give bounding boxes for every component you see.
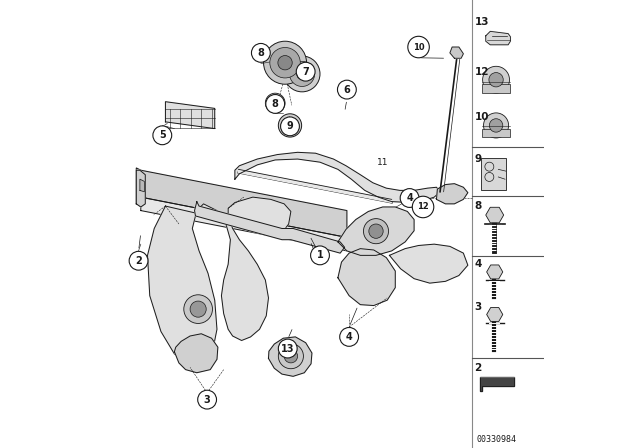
Circle shape (412, 196, 434, 218)
Polygon shape (389, 244, 468, 283)
Text: 4: 4 (475, 259, 482, 269)
Polygon shape (136, 168, 141, 204)
Circle shape (252, 43, 270, 62)
Text: 9: 9 (475, 154, 482, 164)
Circle shape (184, 295, 212, 323)
Circle shape (284, 119, 297, 132)
Circle shape (340, 327, 358, 346)
Text: 3: 3 (475, 302, 482, 312)
Circle shape (284, 349, 298, 363)
Polygon shape (235, 152, 440, 202)
FancyBboxPatch shape (482, 129, 510, 137)
Circle shape (278, 56, 292, 70)
Text: 3: 3 (204, 395, 211, 405)
Polygon shape (239, 169, 392, 202)
Text: 10: 10 (413, 43, 424, 52)
Text: 10: 10 (475, 112, 489, 122)
Circle shape (190, 301, 206, 317)
Circle shape (266, 93, 285, 113)
Polygon shape (195, 202, 345, 253)
Circle shape (490, 119, 503, 132)
Circle shape (484, 113, 509, 138)
Text: 4: 4 (406, 193, 413, 203)
Polygon shape (481, 377, 513, 391)
Polygon shape (338, 207, 414, 255)
Circle shape (153, 126, 172, 145)
Circle shape (266, 95, 285, 113)
Text: 11: 11 (378, 158, 389, 167)
Circle shape (129, 251, 148, 270)
Text: 7: 7 (302, 67, 309, 77)
Text: 6: 6 (344, 85, 350, 95)
Circle shape (369, 224, 383, 238)
Text: 4: 4 (346, 332, 353, 342)
Polygon shape (174, 334, 218, 373)
Circle shape (278, 344, 303, 369)
Polygon shape (141, 170, 347, 237)
Polygon shape (269, 337, 312, 376)
Polygon shape (140, 179, 145, 192)
Circle shape (297, 69, 307, 79)
Circle shape (289, 61, 315, 86)
Polygon shape (450, 47, 463, 58)
Circle shape (284, 56, 320, 92)
Text: 8: 8 (257, 48, 264, 58)
Circle shape (489, 73, 503, 87)
Circle shape (264, 41, 307, 84)
Text: 8: 8 (272, 99, 278, 109)
Polygon shape (148, 197, 291, 363)
Circle shape (408, 36, 429, 58)
Text: 1: 1 (317, 250, 323, 260)
Text: 00330984: 00330984 (476, 435, 516, 444)
Text: 2: 2 (135, 256, 142, 266)
Polygon shape (165, 102, 215, 129)
Polygon shape (338, 249, 396, 306)
Circle shape (278, 339, 297, 358)
Circle shape (270, 47, 300, 78)
Text: 9: 9 (287, 121, 293, 131)
Polygon shape (486, 31, 511, 45)
FancyBboxPatch shape (482, 84, 510, 93)
Circle shape (296, 62, 315, 81)
Text: 12: 12 (475, 67, 489, 77)
Text: 5: 5 (159, 130, 166, 140)
Circle shape (280, 117, 300, 136)
Text: 13: 13 (281, 344, 294, 353)
Polygon shape (141, 197, 374, 260)
Circle shape (310, 246, 330, 265)
Circle shape (364, 219, 388, 244)
Polygon shape (136, 170, 145, 207)
Text: 13: 13 (475, 17, 489, 26)
FancyBboxPatch shape (481, 158, 506, 190)
Circle shape (337, 80, 356, 99)
Circle shape (278, 114, 301, 137)
Circle shape (198, 390, 216, 409)
Text: 8: 8 (475, 201, 482, 211)
Polygon shape (436, 184, 468, 204)
Text: 12: 12 (417, 202, 429, 211)
Text: 2: 2 (475, 363, 482, 373)
Circle shape (483, 66, 509, 93)
Circle shape (400, 189, 419, 207)
